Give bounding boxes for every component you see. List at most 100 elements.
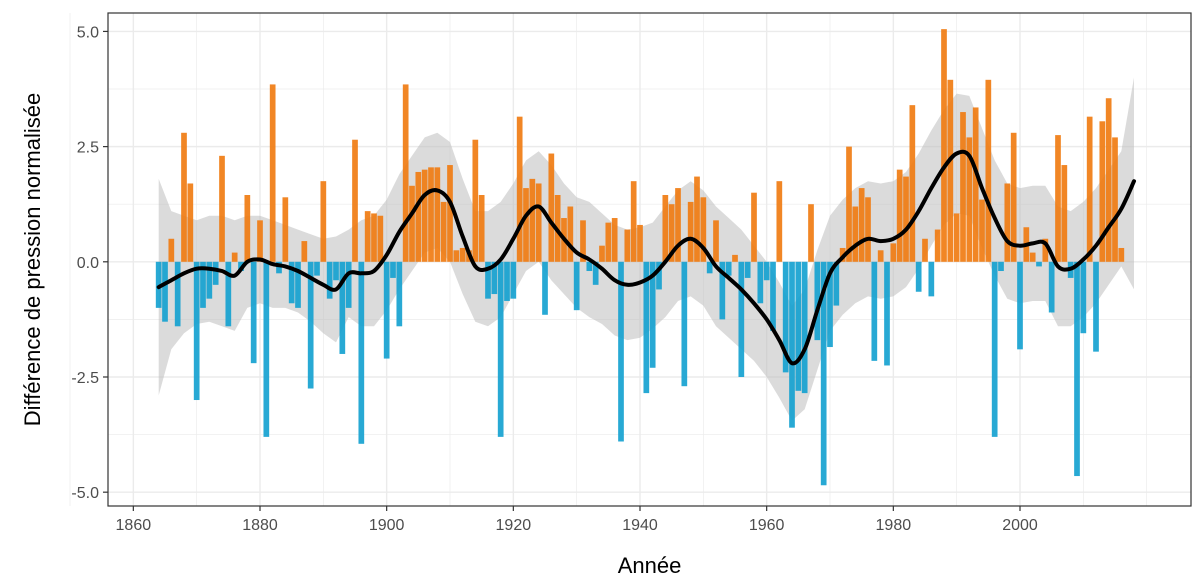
bar [649, 261, 656, 368]
bar [257, 220, 263, 262]
bar [250, 261, 257, 364]
x-tick-label: 1920 [496, 517, 532, 534]
bar [744, 261, 751, 278]
bar [865, 197, 871, 262]
bar [535, 183, 542, 262]
bar [941, 29, 947, 262]
bar [599, 245, 605, 262]
bar [244, 195, 251, 262]
bar [725, 261, 732, 276]
bar [624, 229, 631, 262]
x-tick-label: 2000 [1002, 517, 1038, 534]
bar [630, 181, 637, 262]
bar [307, 261, 314, 389]
bar [231, 252, 238, 262]
bar [972, 107, 979, 262]
bar [776, 181, 783, 262]
bar [181, 132, 187, 262]
bar [396, 261, 403, 327]
bar [1093, 261, 1099, 352]
bar [1080, 261, 1087, 334]
bar [516, 116, 523, 262]
bar [738, 261, 745, 377]
bar [510, 261, 517, 299]
bar [358, 261, 365, 444]
bar [643, 261, 650, 394]
bar [409, 185, 415, 262]
bar [206, 261, 213, 299]
bar [592, 261, 599, 285]
x-axis-title: Année [618, 553, 682, 578]
bar [953, 213, 960, 262]
bar [890, 243, 897, 262]
bar [681, 261, 688, 387]
y-tick-label: -2.5 [71, 370, 99, 387]
bar [567, 206, 574, 262]
smooth-line-layer [156, 149, 1136, 366]
bars-layer [155, 29, 1125, 486]
x-tick-label: 1980 [876, 517, 912, 534]
bar [1061, 165, 1068, 262]
bar [846, 146, 852, 262]
bar [174, 261, 181, 327]
bar [966, 137, 973, 262]
bar [193, 261, 200, 401]
bar [618, 261, 624, 442]
bar [1086, 116, 1093, 262]
bar [934, 229, 941, 262]
bar [808, 204, 814, 262]
y-tick-label: 2.5 [77, 140, 99, 157]
bar [301, 241, 308, 262]
bar [1036, 261, 1042, 267]
bar [656, 261, 662, 290]
bar [415, 171, 422, 262]
bar [523, 188, 529, 262]
bar [352, 139, 358, 262]
bar [377, 215, 384, 262]
bar [371, 213, 377, 262]
bar [801, 261, 808, 394]
bar [637, 224, 643, 262]
bar [998, 261, 1004, 272]
bar [447, 165, 453, 262]
bar [675, 188, 681, 262]
x-tick-label: 1900 [369, 517, 405, 534]
bar [333, 261, 339, 281]
bar [694, 176, 700, 262]
bar [548, 153, 555, 262]
bar [751, 192, 757, 262]
bar [1017, 261, 1023, 350]
y-tick-label: 5.0 [77, 24, 99, 41]
bar [1112, 137, 1118, 262]
bar [402, 84, 409, 262]
bar [263, 261, 270, 437]
bar [1004, 183, 1011, 262]
bar [529, 178, 536, 262]
bar [662, 195, 669, 262]
bar [960, 112, 966, 262]
bar [915, 261, 922, 292]
bar [383, 261, 390, 359]
bar [339, 261, 346, 354]
bar [485, 261, 491, 299]
bar [611, 218, 618, 262]
x-tick-label: 1940 [622, 517, 658, 534]
bar [542, 261, 548, 315]
bar [827, 261, 833, 348]
bar [1118, 247, 1125, 262]
bar [314, 261, 320, 276]
bar [504, 261, 510, 301]
bar [573, 261, 580, 311]
bar [833, 261, 840, 306]
bar [852, 206, 859, 262]
bar [326, 261, 333, 299]
bar [364, 211, 371, 262]
bar [212, 261, 219, 285]
bar [225, 261, 232, 327]
bar [390, 261, 396, 278]
bar [282, 197, 289, 262]
bar [757, 261, 764, 304]
bar [472, 139, 479, 262]
bar [586, 261, 593, 272]
bar [428, 167, 434, 262]
